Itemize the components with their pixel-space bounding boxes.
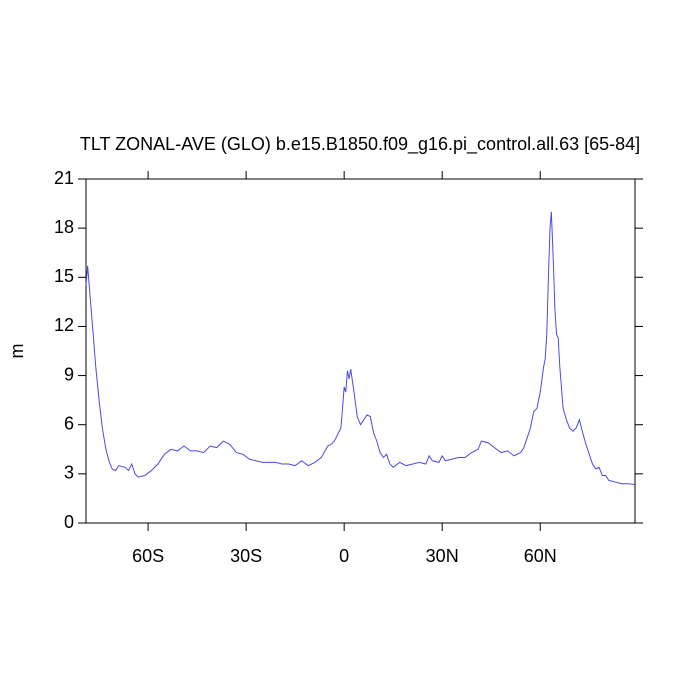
x-tick-label: 60S (132, 546, 164, 566)
y-tick-label: 21 (54, 168, 74, 188)
data-line (85, 211, 636, 485)
x-tick-label: 0 (339, 546, 349, 566)
y-tick-label: 18 (54, 217, 74, 237)
y-tick-label: 0 (64, 512, 74, 532)
y-tick-label: 3 (64, 463, 74, 483)
plot-frame (85, 178, 636, 524)
y-axis-label: m (7, 344, 27, 359)
y-tick-label: 12 (54, 315, 74, 335)
y-tick-label: 9 (64, 364, 74, 384)
y-tick-label: 15 (54, 266, 74, 286)
chart-title: TLT ZONAL-AVE (GLO) b.e15.B1850.f09_g16.… (80, 134, 640, 155)
x-tick-label: 30S (230, 546, 262, 566)
x-tick-label: 60N (524, 546, 557, 566)
y-tick-label: 6 (64, 413, 74, 433)
x-tick-label: 30N (426, 546, 459, 566)
